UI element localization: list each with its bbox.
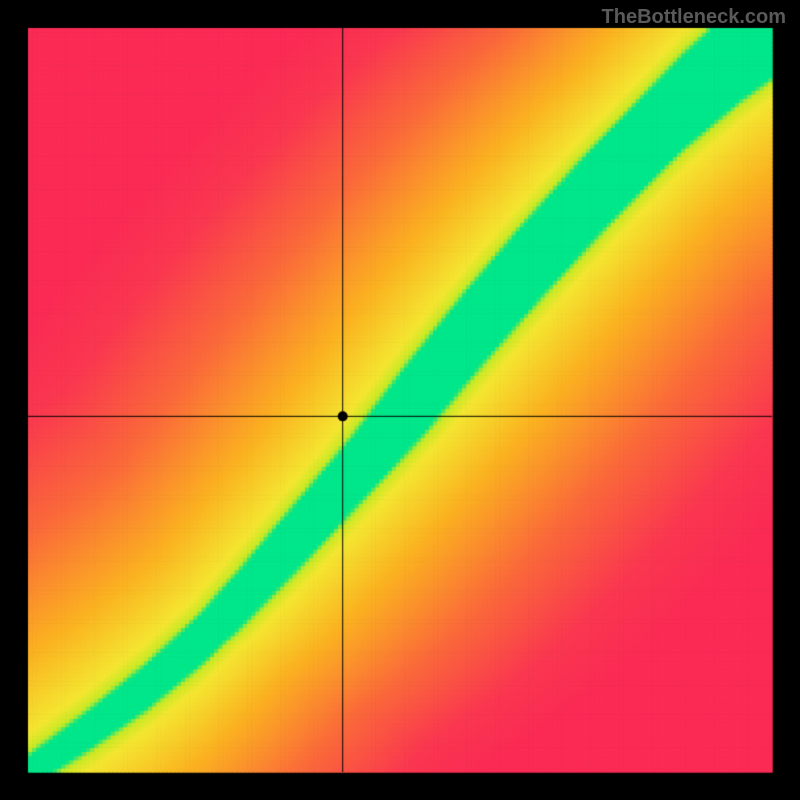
watermark-label: TheBottleneck.com: [602, 6, 786, 29]
bottleneck-heatmap: [0, 0, 800, 800]
